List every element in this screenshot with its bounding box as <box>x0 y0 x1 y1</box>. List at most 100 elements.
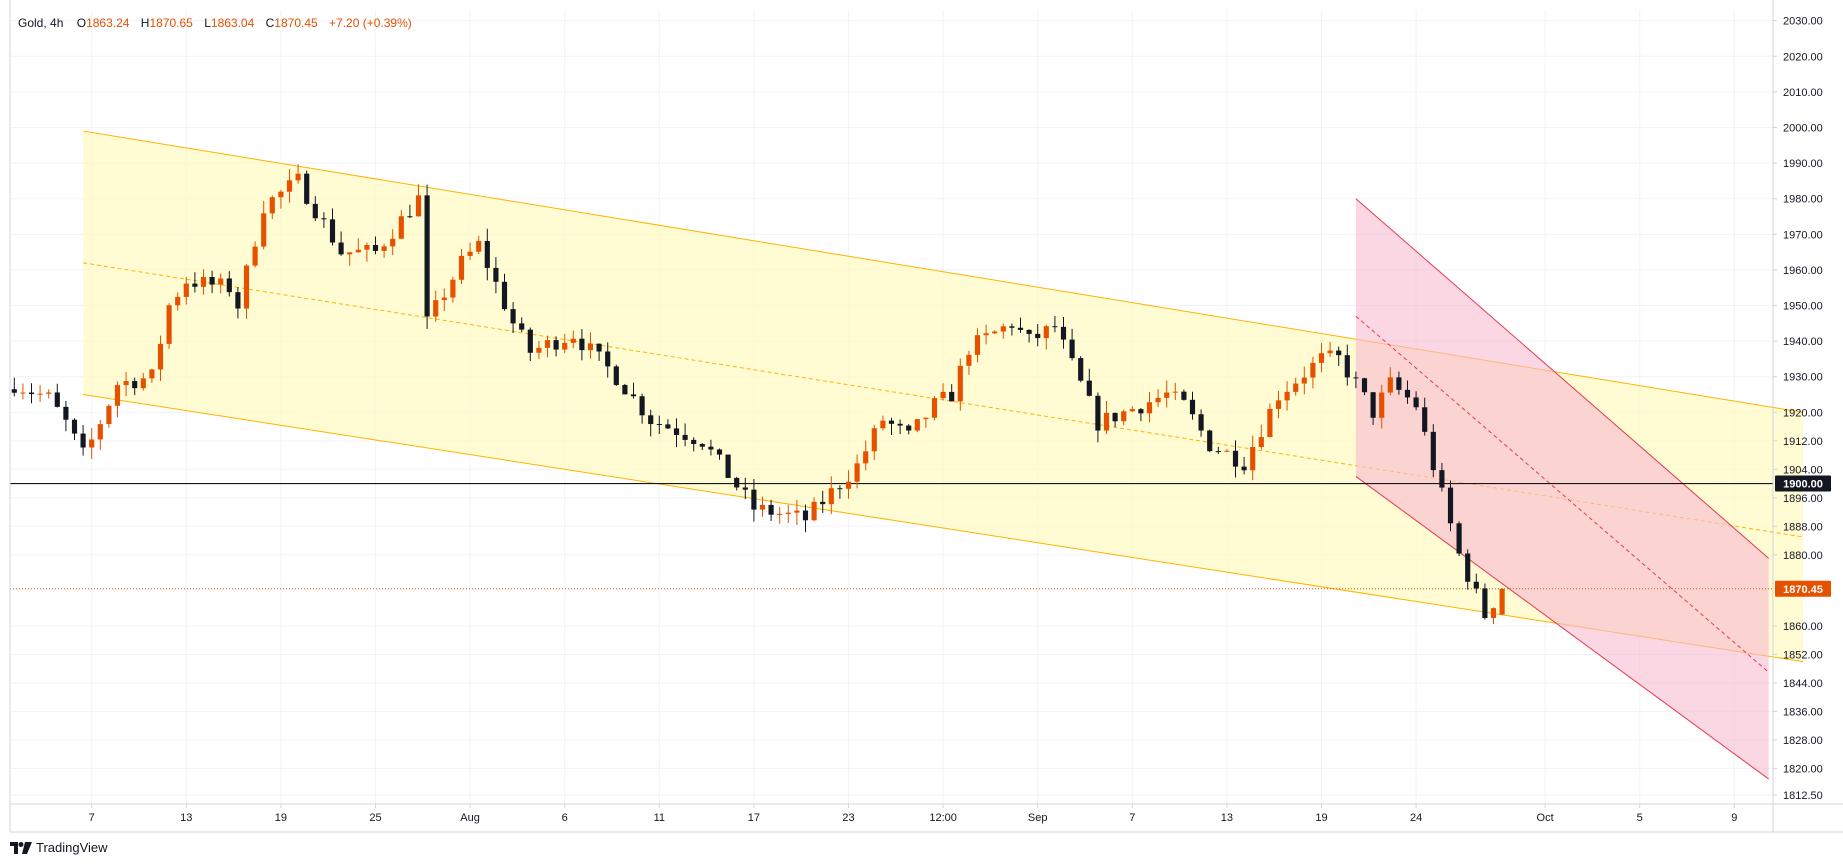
candle-body <box>1301 377 1307 384</box>
candle <box>381 243 387 258</box>
candle-body <box>1275 400 1282 409</box>
candle <box>493 257 499 294</box>
y-tick-label: 1980.00 <box>1783 194 1823 206</box>
down-channel-upper-line[interactable] <box>1355 198 1770 559</box>
candle-body <box>1353 377 1359 379</box>
candle <box>106 403 112 428</box>
candle-body <box>1379 392 1385 418</box>
y-tick-label: 1920.00 <box>1783 407 1823 419</box>
candle <box>854 454 860 489</box>
candle <box>132 377 138 396</box>
candle <box>923 417 929 428</box>
candle-body <box>1293 383 1299 392</box>
candle-body <box>226 278 232 293</box>
candle <box>1284 381 1290 411</box>
candle-body <box>1181 391 1187 400</box>
candle <box>562 333 568 354</box>
candle <box>252 241 258 268</box>
candle-body <box>132 381 138 389</box>
candle <box>716 448 723 460</box>
x-tick-label: 7 <box>1129 812 1135 824</box>
ascending-channel-lower-line[interactable] <box>83 394 1804 663</box>
candle-body <box>949 391 955 402</box>
candle-body <box>1189 399 1196 415</box>
candle <box>1224 449 1230 453</box>
candle <box>450 276 456 303</box>
candle <box>1413 391 1419 411</box>
candle-body <box>1284 391 1290 401</box>
candle <box>1078 356 1084 383</box>
candle <box>1258 424 1264 450</box>
candle-body <box>54 392 60 407</box>
level-price-tag[interactable]: 1900.00 <box>1775 475 1831 492</box>
candle <box>906 424 912 435</box>
candle-body <box>89 439 95 448</box>
candle-body <box>1482 588 1488 619</box>
candle <box>166 303 172 349</box>
y-tick-label: 1904.00 <box>1783 464 1823 476</box>
y-tick-label: 1852.00 <box>1783 649 1823 661</box>
x-tick-label: 5 <box>1637 812 1643 824</box>
last-price-tag[interactable]: 1870.45 <box>1775 580 1831 597</box>
y-tick-label: 1844.00 <box>1783 678 1823 690</box>
candle-body <box>648 415 654 425</box>
candle-body <box>1430 431 1436 471</box>
level-price-tag-bg <box>1775 475 1831 492</box>
candle-body <box>1138 409 1144 414</box>
candle-body <box>501 281 508 310</box>
candle-body <box>794 510 800 513</box>
candle-body <box>372 244 379 251</box>
candle <box>97 419 103 450</box>
candle <box>226 271 232 297</box>
candle <box>1172 382 1178 401</box>
candle-body <box>1327 350 1333 354</box>
candle-body <box>433 300 439 317</box>
brand-footer[interactable]: TradingView <box>10 840 108 855</box>
candle <box>235 287 241 319</box>
candle-body <box>1241 466 1247 471</box>
y-tick-label: 1940.00 <box>1783 336 1823 348</box>
change-value: +7.20 (+0.39%) <box>329 16 412 30</box>
x-tick-label: 11 <box>654 812 665 824</box>
candle-body <box>1258 437 1264 448</box>
candle-body <box>1009 326 1015 328</box>
candle-body <box>1052 326 1058 328</box>
candle-body <box>321 218 327 220</box>
x-tick-label: 6 <box>562 812 568 824</box>
horizontal-level[interactable] <box>10 482 1773 590</box>
candle-body <box>1404 389 1411 398</box>
candle-body <box>1129 409 1135 412</box>
candle <box>398 210 404 240</box>
candle <box>828 476 834 514</box>
candle <box>218 273 224 294</box>
down-channel-lower-line[interactable] <box>1355 476 1769 780</box>
candle <box>338 231 344 256</box>
candle <box>1499 588 1505 616</box>
candle <box>1146 392 1153 423</box>
candle-body <box>338 242 344 255</box>
candle <box>1482 583 1488 620</box>
candle-body <box>1103 412 1110 431</box>
candle-body <box>1370 392 1376 418</box>
symbol-title[interactable]: Gold, 4h <box>18 16 64 30</box>
candle <box>295 164 301 184</box>
candle-body <box>1490 608 1497 619</box>
candle-body <box>777 513 783 515</box>
x-tick-label: Sep <box>1028 812 1048 824</box>
candle <box>1490 607 1497 624</box>
candle-body <box>71 419 78 434</box>
candle <box>648 409 654 437</box>
candle <box>441 288 447 312</box>
candle <box>37 385 43 402</box>
candle-body <box>218 278 224 285</box>
candle-body <box>768 504 774 515</box>
down-channel-fill[interactable] <box>1355 198 1769 780</box>
candle-body <box>476 240 482 252</box>
candle <box>304 170 310 205</box>
candle <box>467 242 473 261</box>
candle <box>1181 389 1187 401</box>
y-tick-label: 1880.00 <box>1783 550 1823 562</box>
candle <box>1017 317 1024 333</box>
candle <box>699 443 705 451</box>
